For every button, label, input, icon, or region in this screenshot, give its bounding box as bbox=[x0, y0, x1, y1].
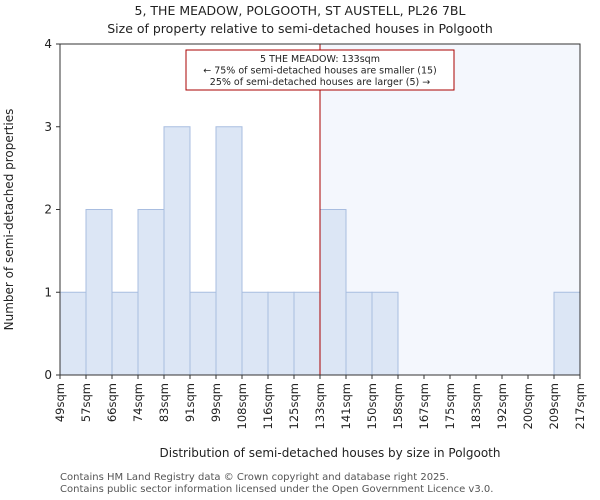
histogram-chart: 0 1 2 3 4 49sqm 57sqm 66sqm 74sqm 83sqm 91sqm 99sqm… bbox=[2, 37, 587, 460]
x-tick-label: 150sqm bbox=[365, 383, 379, 429]
x-tick-label: 116sqm bbox=[261, 383, 275, 429]
bar-11 bbox=[345, 291, 373, 376]
bar-19 bbox=[553, 291, 581, 376]
x-tick-label: 217sqm bbox=[573, 383, 587, 429]
chart-title: 5, THE MEADOW, POLGOOTH, ST AUSTELL, PL2… bbox=[134, 3, 466, 18]
bar-12 bbox=[371, 291, 399, 376]
x-tick-label: 108sqm bbox=[235, 383, 249, 429]
annotation-line-2: 25% of semi-detached houses are larger (… bbox=[210, 77, 430, 88]
x-tick-label: 141sqm bbox=[339, 383, 353, 429]
x-tick-label: 49sqm bbox=[53, 383, 67, 422]
x-tick-label: 57sqm bbox=[79, 383, 93, 422]
x-tick-label: 125sqm bbox=[287, 383, 301, 429]
y-tick-label: 2 bbox=[44, 203, 52, 217]
bar-8 bbox=[267, 291, 295, 376]
y-tick-label: 0 bbox=[44, 368, 52, 382]
x-tick-label: 83sqm bbox=[157, 383, 171, 422]
bar-3 bbox=[137, 209, 165, 376]
bar-7 bbox=[241, 291, 269, 376]
y-axis-label: Number of semi-detached properties bbox=[2, 109, 16, 331]
y-tick-label: 4 bbox=[44, 37, 52, 51]
x-tick-label: 167sqm bbox=[417, 383, 431, 429]
footer-copyright: Contains HM Land Registry data © Crown c… bbox=[60, 472, 449, 483]
annotation-box bbox=[185, 49, 455, 91]
bar-0 bbox=[59, 291, 87, 376]
x-tick-label: 74sqm bbox=[131, 383, 145, 422]
bar-2 bbox=[111, 291, 139, 376]
x-tick-label: 158sqm bbox=[391, 383, 405, 429]
x-tick-label: 66sqm bbox=[105, 383, 119, 422]
annotation-line-1: ← 75% of semi-detached houses are smalle… bbox=[203, 66, 437, 77]
bar-9 bbox=[293, 291, 321, 376]
x-tick-label: 183sqm bbox=[469, 383, 483, 429]
x-tick-label: 133sqm bbox=[313, 383, 327, 429]
x-axis-label: Distribution of semi-detached houses by … bbox=[160, 446, 501, 460]
bar-1 bbox=[85, 209, 113, 376]
x-tick-label: 192sqm bbox=[495, 383, 509, 429]
x-tick-label: 209sqm bbox=[547, 383, 561, 429]
footer-licence: Contains public sector information licen… bbox=[60, 484, 494, 495]
x-tick-label: 200sqm bbox=[521, 383, 535, 429]
annotation-line-0: 5 THE MEADOW: 133sqm bbox=[260, 54, 380, 65]
x-tick-label: 99sqm bbox=[209, 383, 223, 422]
y-tick-label: 3 bbox=[44, 120, 52, 134]
y-tick-label: 1 bbox=[44, 285, 52, 299]
bar-5 bbox=[189, 291, 217, 376]
bar-10 bbox=[319, 209, 347, 376]
x-tick-label: 91sqm bbox=[183, 383, 197, 422]
x-tick-label: 175sqm bbox=[443, 383, 457, 429]
bar-6 bbox=[215, 126, 243, 376]
chart-subtitle: Size of property relative to semi-detach… bbox=[107, 21, 493, 36]
bar-4 bbox=[163, 126, 191, 376]
